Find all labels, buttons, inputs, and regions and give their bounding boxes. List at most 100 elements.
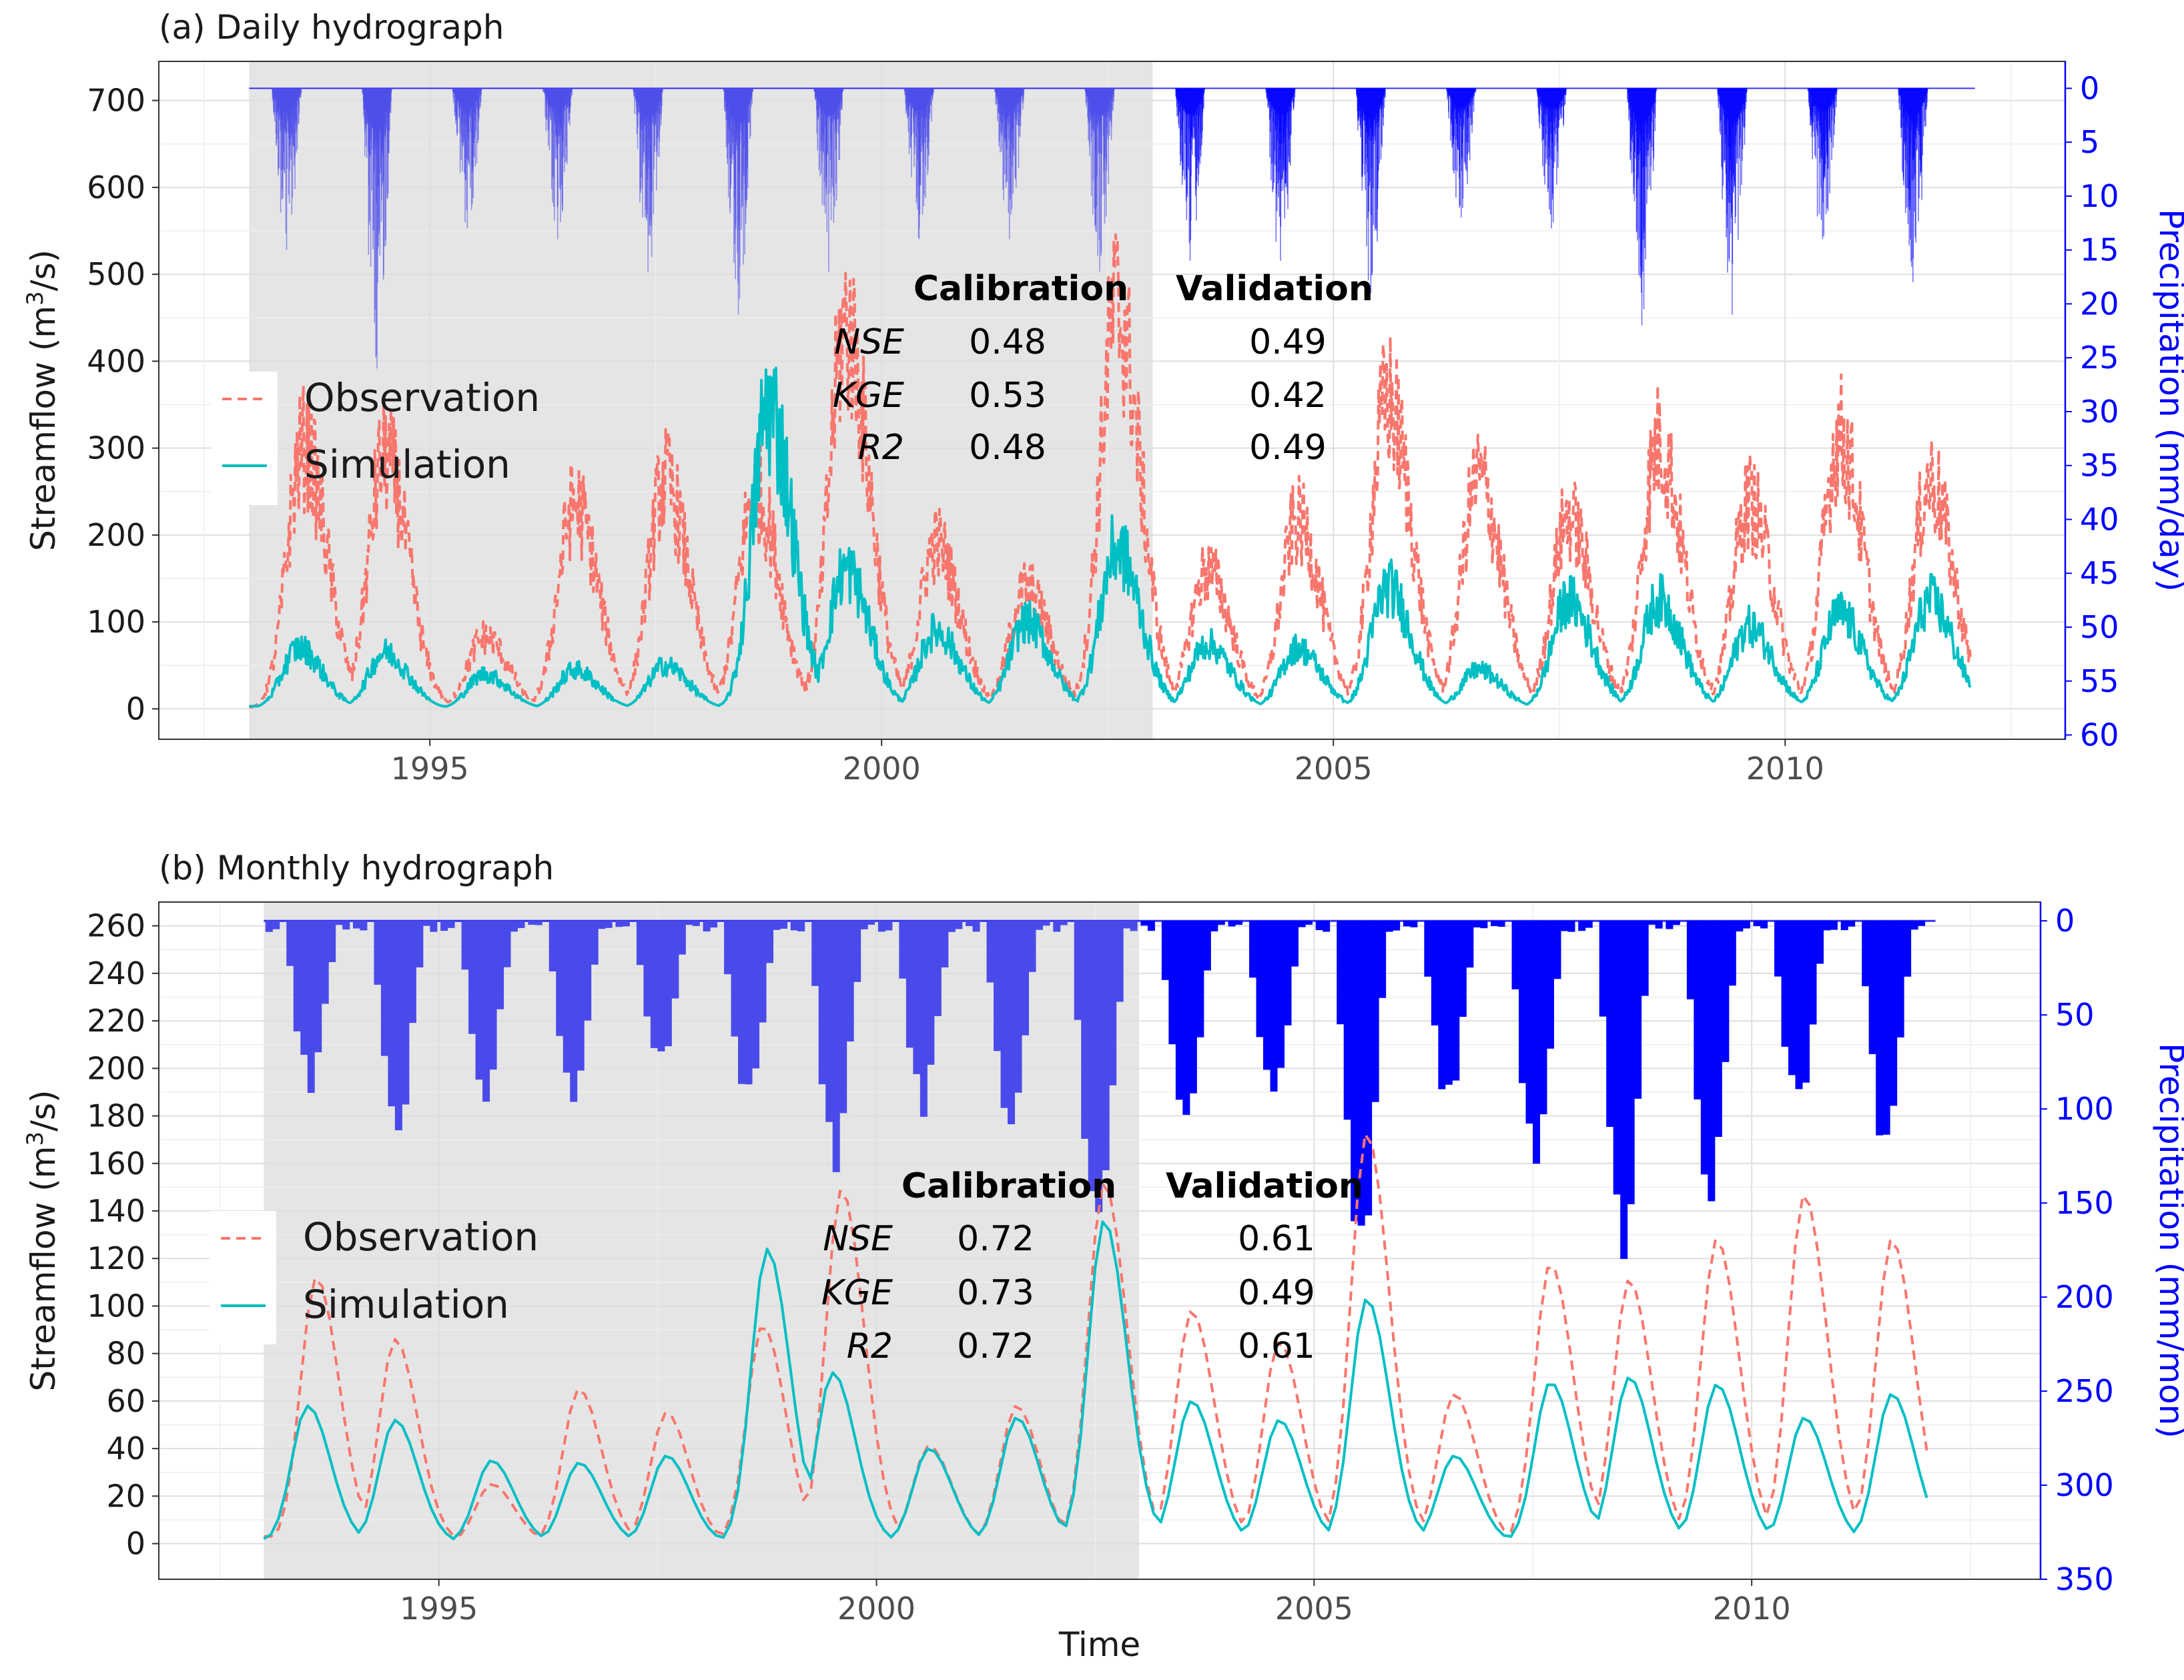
precipitation-bar	[1291, 921, 1299, 967]
precipitation-bar	[335, 921, 343, 925]
y-tick-label: 400	[87, 343, 145, 379]
y-axis-left: 0 100 200 300 400 500 600 700	[87, 83, 159, 727]
y2-axis-label: Precipitation (mm/mon)	[2152, 1043, 2184, 1438]
panel-title: (a) Daily hydrograph	[159, 8, 504, 47]
precipitation-bar	[1910, 921, 1918, 930]
precipitation-bar	[818, 921, 826, 1085]
y2-tick-label: 300	[2055, 1467, 2114, 1503]
precipitation-bar	[1410, 921, 1418, 927]
precipitation-bar	[1074, 921, 1082, 1020]
precipitation-bar	[1343, 921, 1351, 1120]
y-tick-label: 140	[87, 1193, 145, 1229]
precipitation-bar	[422, 921, 430, 926]
precipitation-bar	[1809, 921, 1817, 1025]
precipitation-bar	[380, 921, 388, 1056]
stats-row-label: NSE	[834, 322, 904, 362]
precipitation-bar	[1452, 921, 1460, 1081]
legend-label-observation: Observation	[304, 375, 540, 420]
precipitation-bar	[342, 921, 350, 930]
precipitation-bar	[1714, 921, 1722, 1137]
precipitation-bar	[941, 921, 949, 967]
precipitation-bar	[692, 921, 700, 926]
y-axis-label-sup: 3	[22, 291, 49, 306]
y2-tick-label: 20	[2080, 286, 2119, 322]
precipitation-bar	[885, 921, 893, 931]
stats-header-calibration: Calibration	[901, 1166, 1116, 1206]
precipitation-bar	[927, 921, 935, 1065]
precipitation-bar	[1168, 921, 1176, 1045]
y-tick-label: 160	[87, 1146, 145, 1182]
precipitation-bar	[1560, 921, 1568, 931]
precipitation-bar	[934, 921, 942, 1016]
y-tick-label: 300	[87, 430, 145, 466]
precipitation-bar	[1795, 921, 1803, 1090]
y-tick-label: 100	[87, 604, 145, 640]
precipitation-bar	[328, 921, 336, 963]
precipitation-bar	[1270, 921, 1278, 1092]
precipitation-bar	[1868, 921, 1876, 1054]
y-axis-label: Streamflow (m3/s)	[22, 250, 63, 551]
precipitation-bar	[832, 921, 840, 1172]
precipitation-bar	[678, 921, 686, 955]
precipitation-bar	[1249, 921, 1257, 978]
precipitation-bar	[1823, 921, 1831, 931]
precipitation-bar	[360, 921, 368, 931]
y-tick-label: 0	[126, 691, 145, 727]
precipitation-bar	[1546, 921, 1554, 1049]
precipitation-bar	[1256, 921, 1264, 1037]
precipitation-bar	[1620, 921, 1628, 1259]
precipitation-bar	[1918, 921, 1926, 926]
y2-tick-label: 50	[2055, 997, 2095, 1033]
x-tick-label: 1995	[391, 751, 469, 787]
precipitation-bar	[503, 921, 511, 967]
precipitation-bar	[1182, 921, 1190, 1115]
series-line-observation	[248, 233, 1972, 709]
stats-row-label: R2	[858, 428, 904, 468]
precipitation-bar	[994, 921, 1002, 1052]
precipitation-bar	[738, 921, 746, 1084]
precipitation-bar	[846, 921, 854, 1041]
precipitation-bar	[1438, 921, 1446, 1090]
precipitation-bar	[1904, 921, 1912, 977]
precipitation-bar	[496, 921, 504, 1009]
y2-tick-label: 350	[2055, 1561, 2114, 1597]
precipitation-bar	[1379, 921, 1387, 998]
precipitation-bar	[528, 921, 536, 925]
precipitation-bar	[570, 921, 578, 1102]
y-axis-label-main: Streamflow (m	[24, 306, 63, 551]
precipitation-bar	[1708, 921, 1716, 1202]
y-tick-label: 60	[106, 1383, 145, 1419]
precipitation-bar	[731, 921, 739, 1037]
precipitation-bar	[1385, 921, 1393, 932]
y2-tick-label: 25	[2080, 340, 2119, 376]
legend-key-background	[211, 372, 278, 505]
precipitation-bar	[1896, 921, 1904, 1037]
precipitation-bar	[1728, 921, 1736, 986]
precipitation-bar	[1277, 921, 1285, 1068]
y2-tick-label: 60	[2080, 717, 2119, 753]
precipitation-bar	[752, 921, 760, 1069]
legend-label-simulation: Simulation	[303, 1282, 509, 1327]
precipitation-bar	[773, 921, 781, 930]
precipitation-bar	[549, 921, 557, 971]
precipitation-bar	[517, 921, 525, 928]
precipitation-bar	[577, 921, 585, 1071]
precipitation-bar	[636, 921, 644, 965]
stats-calibration-value: 0.53	[969, 376, 1046, 416]
precipitation-bar	[1365, 921, 1373, 1216]
precipitation-bar	[1102, 921, 1110, 1170]
precipitation-bar	[1553, 921, 1561, 979]
precipitation-bar	[643, 921, 651, 1017]
stats-validation-value: 0.49	[1249, 322, 1327, 362]
precipitation-bar	[440, 921, 448, 931]
precipitation-bar	[598, 921, 606, 929]
precipitation-bar	[1357, 921, 1365, 1226]
precipitation-bar	[1760, 921, 1768, 929]
precipitation-bar	[1473, 921, 1481, 928]
precipitation-bar	[482, 921, 490, 1102]
precipitation-bar	[1263, 921, 1271, 1070]
precipitation-bar	[1876, 921, 1884, 1136]
precipitation-bar	[430, 921, 438, 932]
precipitation-bar	[605, 921, 613, 928]
